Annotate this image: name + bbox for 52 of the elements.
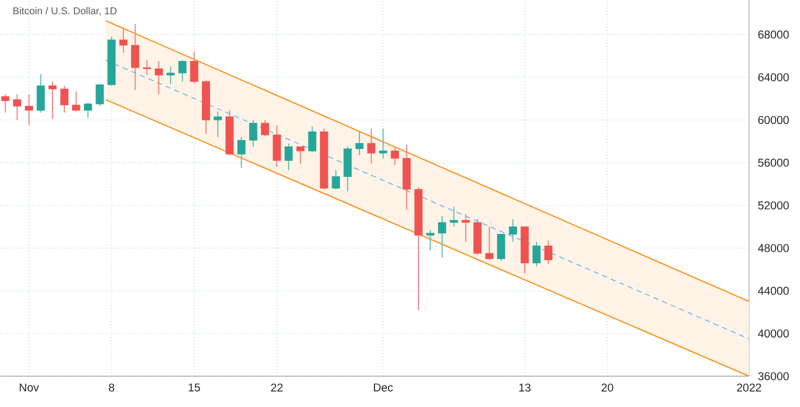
candlestick bbox=[284, 142, 293, 171]
candlestick bbox=[438, 215, 446, 258]
y-tick-label: 56000 bbox=[758, 158, 789, 167]
y-tick-label: 60000 bbox=[758, 116, 789, 124]
candlestick bbox=[544, 240, 552, 265]
candlestick bbox=[60, 85, 68, 113]
candlestick bbox=[119, 28, 128, 54]
candlestick bbox=[96, 83, 104, 107]
candlestick bbox=[84, 102, 92, 118]
candlestick bbox=[296, 146, 304, 164]
y-tick-label: 64000 bbox=[758, 73, 789, 82]
candlestick bbox=[450, 206, 458, 228]
x-tick-label: 20 bbox=[602, 384, 614, 392]
candlestick bbox=[142, 60, 152, 76]
candlestick bbox=[13, 94, 22, 120]
candlestick bbox=[190, 51, 198, 84]
candlestick bbox=[249, 119, 258, 148]
candlestick bbox=[24, 94, 33, 126]
x-tick-label: 8 bbox=[108, 384, 114, 392]
candlestick bbox=[532, 241, 541, 267]
y-tick-label: 68000 bbox=[758, 30, 789, 38]
y-tick-label: 40000 bbox=[758, 329, 789, 338]
x-tick-label: 22 bbox=[271, 384, 283, 392]
candlestick bbox=[72, 90, 80, 112]
candlestick bbox=[462, 213, 470, 242]
candlestick bbox=[48, 80, 57, 120]
y-tick-label: 36000 bbox=[758, 372, 789, 380]
y-tick-label: 52000 bbox=[758, 201, 789, 210]
candlestick bbox=[166, 66, 175, 84]
text: Bitcoin / U.S. Dollar, 1D bbox=[13, 6, 117, 16]
y-tick-label: 44000 bbox=[758, 286, 789, 295]
candlestick bbox=[178, 60, 186, 82]
y-tick-label: 48000 bbox=[758, 244, 789, 252]
candlestick bbox=[485, 226, 494, 260]
candlestick bbox=[367, 128, 376, 164]
candlestick bbox=[426, 229, 434, 251]
x-tick-label: 15 bbox=[188, 383, 200, 392]
candlestick bbox=[131, 23, 140, 91]
candlestick bbox=[508, 218, 517, 242]
candlestick bbox=[214, 110, 222, 138]
candlestick bbox=[237, 136, 246, 168]
candlestick bbox=[154, 60, 163, 95]
candlestick bbox=[332, 170, 340, 190]
candlestick bbox=[379, 128, 388, 159]
candlestick bbox=[355, 131, 364, 156]
x-tick-label: 13 bbox=[519, 384, 531, 392]
x-tick-label: Dec bbox=[374, 383, 393, 392]
x-tick-label: Nov bbox=[20, 383, 39, 392]
candlestick bbox=[260, 119, 270, 136]
candlestick bbox=[308, 126, 316, 152]
candlestick bbox=[390, 147, 399, 166]
x-tick-label: 2022 bbox=[736, 384, 762, 392]
